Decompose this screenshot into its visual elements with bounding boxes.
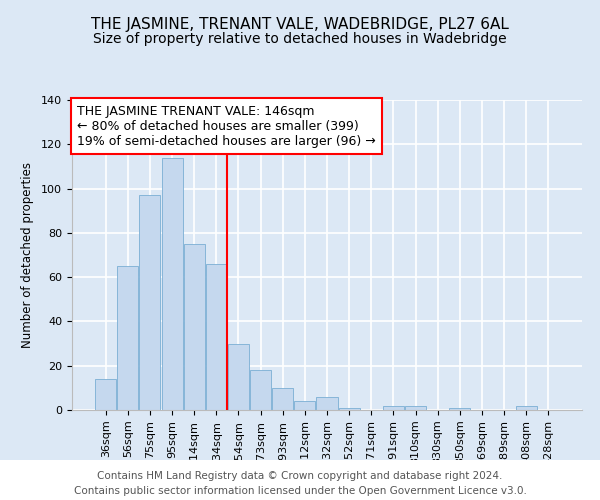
Bar xyxy=(184,244,205,410)
Text: Contains HM Land Registry data © Crown copyright and database right 2024.: Contains HM Land Registry data © Crown c… xyxy=(97,471,503,481)
Bar xyxy=(95,379,116,410)
Bar xyxy=(206,264,227,410)
Bar xyxy=(228,344,249,410)
Bar xyxy=(383,406,404,410)
Bar xyxy=(139,195,160,410)
Bar xyxy=(118,266,139,410)
Bar xyxy=(405,406,426,410)
Bar xyxy=(272,388,293,410)
Bar xyxy=(161,158,182,410)
Bar xyxy=(295,401,316,410)
Text: THE JASMINE TRENANT VALE: 146sqm
← 80% of detached houses are smaller (399)
19% : THE JASMINE TRENANT VALE: 146sqm ← 80% o… xyxy=(77,104,376,148)
Bar xyxy=(515,406,536,410)
Bar xyxy=(250,370,271,410)
Text: THE JASMINE, TRENANT VALE, WADEBRIDGE, PL27 6AL: THE JASMINE, TRENANT VALE, WADEBRIDGE, P… xyxy=(91,18,509,32)
Y-axis label: Number of detached properties: Number of detached properties xyxy=(21,162,34,348)
Bar xyxy=(449,408,470,410)
Bar xyxy=(338,408,359,410)
Bar xyxy=(316,396,338,410)
X-axis label: Distribution of detached houses by size in Wadebridge: Distribution of detached houses by size … xyxy=(145,472,509,485)
Text: Contains public sector information licensed under the Open Government Licence v3: Contains public sector information licen… xyxy=(74,486,526,496)
Text: Size of property relative to detached houses in Wadebridge: Size of property relative to detached ho… xyxy=(93,32,507,46)
